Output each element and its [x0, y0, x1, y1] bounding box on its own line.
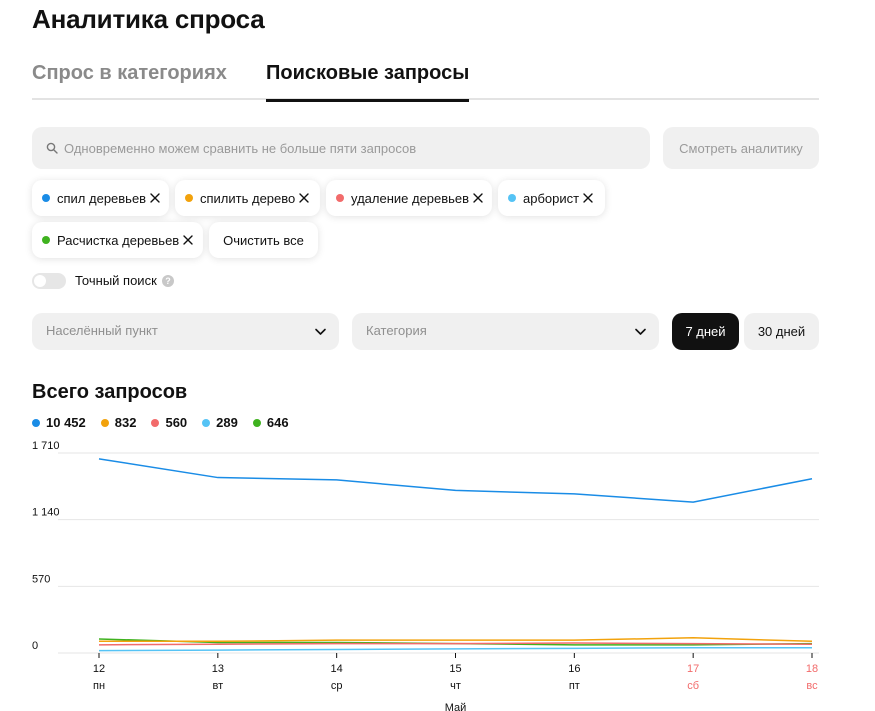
- x-tick-label: 14: [331, 663, 343, 675]
- y-tick-label: 1 140: [32, 507, 60, 519]
- tab-category-demand[interactable]: Спрос в категориях: [32, 62, 227, 84]
- page-title: Аналитика спроса: [32, 4, 265, 34]
- x-tick-label: 13: [212, 663, 224, 675]
- query-chip-label: спил деревьев: [57, 190, 147, 206]
- category-select[interactable]: Категория: [352, 313, 659, 350]
- query-chip-label: удаление деревьев: [351, 190, 470, 206]
- exact-search-label: Точный поиск: [75, 273, 157, 288]
- chevron-down-icon: [635, 328, 646, 335]
- search-input[interactable]: [64, 127, 634, 169]
- close-icon[interactable]: [298, 192, 310, 204]
- x-tick-label: 16: [568, 663, 580, 675]
- view-analytics-button[interactable]: Смотреть аналитику: [663, 127, 819, 169]
- x-weekday-label: ср: [331, 680, 343, 692]
- exact-search-toggle[interactable]: [32, 273, 66, 289]
- period-7-days-button[interactable]: 7 дней: [672, 313, 739, 350]
- query-color-dot: [42, 236, 50, 244]
- locality-select[interactable]: Населённый пункт: [32, 313, 339, 350]
- x-weekday-label: сб: [687, 680, 699, 692]
- x-weekday-label: пт: [569, 680, 580, 692]
- query-chip[interactable]: Расчистка деревьев: [32, 222, 203, 258]
- legend-color-dot: [202, 418, 211, 427]
- tab-search-queries[interactable]: Поисковые запросы: [266, 62, 470, 102]
- legend-item: 289: [202, 415, 238, 430]
- legend-value: 560: [165, 415, 188, 430]
- series-line: [99, 637, 813, 643]
- series-line: [98, 642, 813, 646]
- chevron-down-icon: [315, 328, 326, 335]
- x-weekday-label: чт: [450, 680, 461, 692]
- close-icon[interactable]: [182, 234, 194, 246]
- legend-value: 832: [114, 415, 137, 430]
- legend-color-dot: [32, 418, 40, 427]
- tab-bar: Спрос в категориях Поисковые запросы: [32, 62, 819, 102]
- question-icon[interactable]: ?: [162, 275, 174, 287]
- x-weekday-label: вс: [806, 680, 818, 692]
- query-chip-label: Расчистка деревьев: [57, 232, 180, 248]
- legend-color-dot: [252, 418, 261, 427]
- query-chip-label: арборист: [523, 190, 580, 206]
- close-icon[interactable]: [472, 192, 484, 204]
- query-color-dot: [336, 194, 344, 202]
- queries-line-chart: 0 570 1 140 1 710 12 пн 13 вт 14 ср 15 чт 16 пт 17 сб 18…: [32, 440, 819, 711]
- x-weekday-label: пн: [93, 680, 105, 692]
- category-select-label: Категория: [366, 323, 427, 338]
- close-icon[interactable]: [582, 192, 594, 204]
- series-line: [98, 646, 812, 652]
- toggle-knob: [34, 275, 46, 287]
- query-chip-label: спилить дерево: [200, 190, 296, 206]
- totals-legend: 10 452 832 560 289 646: [32, 415, 304, 430]
- x-tick-label: 12: [93, 663, 105, 675]
- query-chip[interactable]: спилить дерево: [175, 180, 320, 216]
- x-axis-label: Май: [445, 702, 467, 711]
- legend-value: 289: [216, 415, 238, 430]
- legend-color-dot: [151, 418, 160, 427]
- series-line: [98, 458, 813, 503]
- query-color-dot: [508, 194, 516, 202]
- totals-title: Всего запросов: [32, 381, 188, 403]
- legend-item: 646: [252, 415, 289, 430]
- x-tick-label: 17: [687, 663, 699, 675]
- query-color-dot: [42, 194, 50, 202]
- clear-all-button[interactable]: Очистить все: [209, 222, 318, 258]
- x-tick-label: 15: [449, 663, 461, 675]
- legend-item: 10 452: [32, 415, 86, 430]
- x-tick-label: 18: [806, 663, 818, 675]
- legend-value: 10 452: [46, 415, 86, 430]
- legend-item: 560: [151, 415, 187, 430]
- close-icon[interactable]: [149, 192, 161, 204]
- y-tick-label: 0: [32, 640, 38, 652]
- legend-item: 832: [100, 415, 137, 430]
- query-color-dot: [185, 194, 193, 202]
- query-chip[interactable]: спил деревьев: [32, 180, 169, 216]
- search-icon: [46, 142, 58, 154]
- query-chip[interactable]: удаление деревьев: [326, 180, 492, 216]
- legend-color-dot: [100, 418, 109, 427]
- x-weekday-label: вт: [213, 680, 224, 692]
- search-box: [32, 127, 650, 169]
- y-tick-label: 1 710: [32, 440, 60, 452]
- period-30-days-button[interactable]: 30 дней: [744, 313, 819, 350]
- locality-select-label: Населённый пункт: [46, 323, 158, 338]
- legend-value: 646: [266, 415, 289, 430]
- query-chip[interactable]: арборист: [498, 180, 605, 216]
- y-tick-label: 570: [32, 573, 50, 585]
